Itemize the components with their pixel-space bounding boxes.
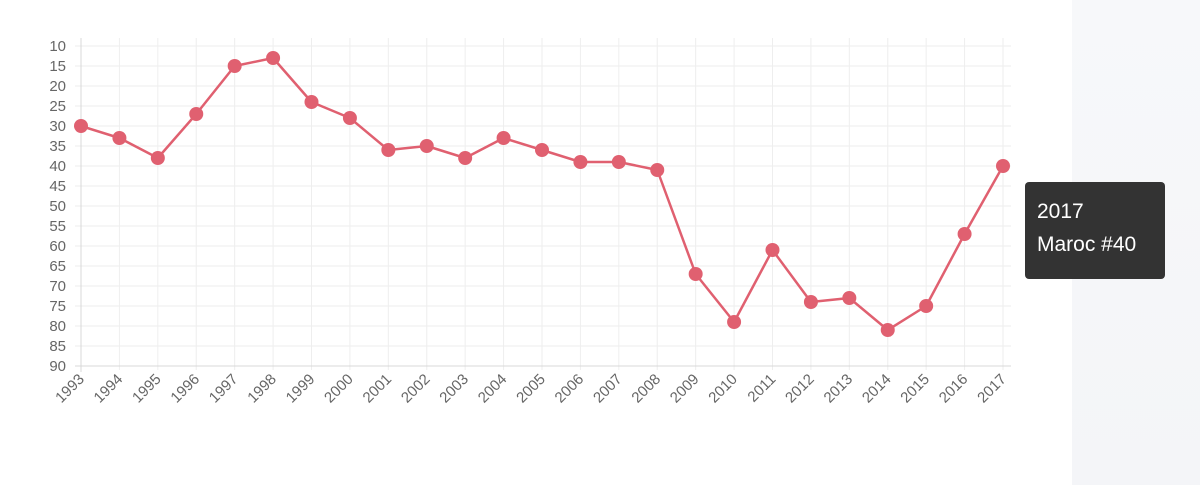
- data-point[interactable]: [381, 143, 396, 157]
- y-tick-label: 35: [49, 138, 66, 155]
- y-tick-label: 50: [49, 198, 66, 215]
- data-point[interactable]: [880, 323, 895, 337]
- x-tick-label: 1997: [206, 371, 242, 407]
- data-point[interactable]: [573, 155, 588, 169]
- y-tick-label: 55: [49, 218, 66, 235]
- y-tick-label: 80: [49, 318, 66, 335]
- x-tick-label: 1998: [244, 371, 280, 407]
- data-point[interactable]: [650, 163, 665, 177]
- x-tick-label: 2001: [360, 371, 396, 407]
- x-tick-label: 2009: [667, 371, 703, 407]
- data-point[interactable]: [112, 131, 127, 145]
- data-point[interactable]: [458, 151, 473, 165]
- data-point[interactable]: [304, 95, 319, 109]
- x-tick-label: 1994: [91, 371, 127, 407]
- data-point[interactable]: [919, 299, 934, 313]
- x-tick-label: 2013: [821, 371, 857, 407]
- data-point[interactable]: [266, 51, 281, 65]
- data-tooltip: 2017 Maroc #40: [1025, 182, 1165, 279]
- x-tick-label: 2007: [590, 371, 626, 407]
- data-point[interactable]: [342, 111, 357, 125]
- y-tick-label: 40: [49, 158, 66, 175]
- x-tick-label: 1999: [283, 371, 319, 407]
- data-point[interactable]: [150, 151, 165, 165]
- x-tick-label: 2000: [321, 371, 357, 407]
- y-tick-label: 90: [49, 358, 66, 375]
- data-point[interactable]: [227, 59, 242, 73]
- data-point[interactable]: [419, 139, 434, 153]
- x-tick-label: 2006: [552, 371, 588, 407]
- y-tick-label: 70: [49, 278, 66, 295]
- y-tick-label: 30: [49, 118, 66, 135]
- data-point[interactable]: [611, 155, 626, 169]
- x-tick-label: 2014: [859, 371, 895, 407]
- series-layer: [74, 51, 1010, 337]
- x-tick-label: 2003: [436, 371, 472, 407]
- data-point[interactable]: [996, 159, 1010, 173]
- x-tick-label: 2012: [782, 371, 818, 407]
- y-tick-label: 20: [49, 78, 66, 95]
- x-tick-label: 2005: [513, 371, 549, 407]
- data-point[interactable]: [842, 291, 857, 305]
- y-tick-label: 75: [49, 298, 66, 315]
- data-point[interactable]: [765, 243, 780, 257]
- y-tick-label: 85: [49, 338, 66, 355]
- y-tick-label: 45: [49, 178, 66, 195]
- x-tick-label: 2016: [936, 371, 972, 407]
- data-point[interactable]: [727, 315, 742, 329]
- data-point[interactable]: [535, 143, 549, 157]
- x-tick-label: 2008: [628, 371, 664, 407]
- x-tick-label: 2017: [974, 371, 1010, 407]
- y-tick-label: 15: [49, 58, 66, 75]
- x-tick-label: 1996: [167, 371, 203, 407]
- y-tick-label: 60: [49, 238, 66, 255]
- x-tick-label: 2011: [744, 371, 779, 406]
- data-point[interactable]: [688, 267, 703, 281]
- tooltip-title: 2017: [1037, 200, 1084, 223]
- x-tick-label: 2004: [475, 371, 511, 407]
- x-tick-label: 2015: [897, 371, 933, 407]
- data-point[interactable]: [74, 119, 88, 133]
- x-tick-label: 1993: [52, 371, 88, 407]
- x-tick-label: 2002: [398, 371, 434, 407]
- data-point[interactable]: [189, 107, 204, 121]
- y-tick-label: 65: [49, 258, 66, 275]
- data-point[interactable]: [496, 131, 511, 145]
- x-tick-label: 2010: [705, 371, 741, 407]
- data-point[interactable]: [957, 227, 972, 241]
- grid-layer: [75, 38, 1011, 370]
- data-point[interactable]: [803, 295, 818, 309]
- y-tick-label: 25: [49, 98, 66, 115]
- y-tick-label: 10: [49, 38, 66, 55]
- x-tick-label: 1995: [129, 371, 165, 407]
- tooltip-body: Maroc #40: [1037, 233, 1137, 256]
